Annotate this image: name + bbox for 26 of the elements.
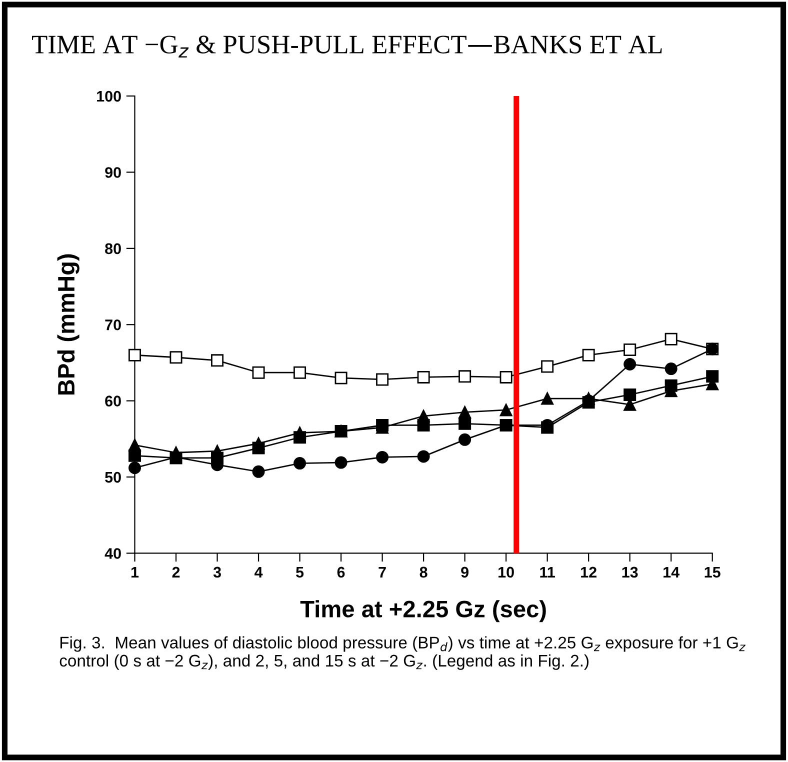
x-tick-label: 11 [540, 566, 555, 578]
x-tick-label: 6 [337, 566, 345, 578]
y-tick-label: 60 [105, 396, 121, 406]
x-tick-label: 2 [172, 566, 180, 578]
text: Fig. 3. Mean values of diastolic blood pressure (BP$_{d}$) vs time at +2.25 G$_{z}$ exposure for +1 G$_{z}$ control (0 s at −2 G$_{z}$), and 2, 5, and 15 s at −2 G$_{z}$. (Legend as in Fig. 2.) [60, 636, 746, 670]
x-tick-label: 3 [213, 566, 221, 578]
x-tick-label: 9 [461, 566, 468, 578]
x-tick-label: 15 [704, 566, 720, 578]
x-tick-label: 10 [498, 566, 514, 578]
y-tick-label: 70 [105, 319, 121, 330]
chart-title: TIME AT −G$_{z}$ & PUSH-PULL EFFECT—BANKS ET AL [32, 36, 662, 58]
y-axis-title: BPd (mmHg) [57, 254, 80, 395]
x-tick-label: 14 [664, 566, 680, 578]
x-tick-label: 8 [420, 566, 428, 578]
x-tick-label: 5 [296, 566, 304, 578]
x-tick-label: 12 [581, 566, 596, 578]
x-tick-label: 7 [378, 566, 386, 578]
x-tick-label: 13 [622, 566, 638, 578]
x-tick-label: 4 [254, 566, 263, 578]
y-tick-label: 90 [105, 167, 121, 178]
x-axis-title: Time at +2.25 Gz (sec) [300, 600, 546, 622]
y-tick-label: 100 [97, 90, 121, 102]
y-tick-label: 50 [105, 472, 121, 483]
y-tick-label: 80 [105, 243, 121, 254]
y-tick-label: 40 [104, 548, 121, 559]
x-tick-label: 1 [131, 566, 139, 578]
